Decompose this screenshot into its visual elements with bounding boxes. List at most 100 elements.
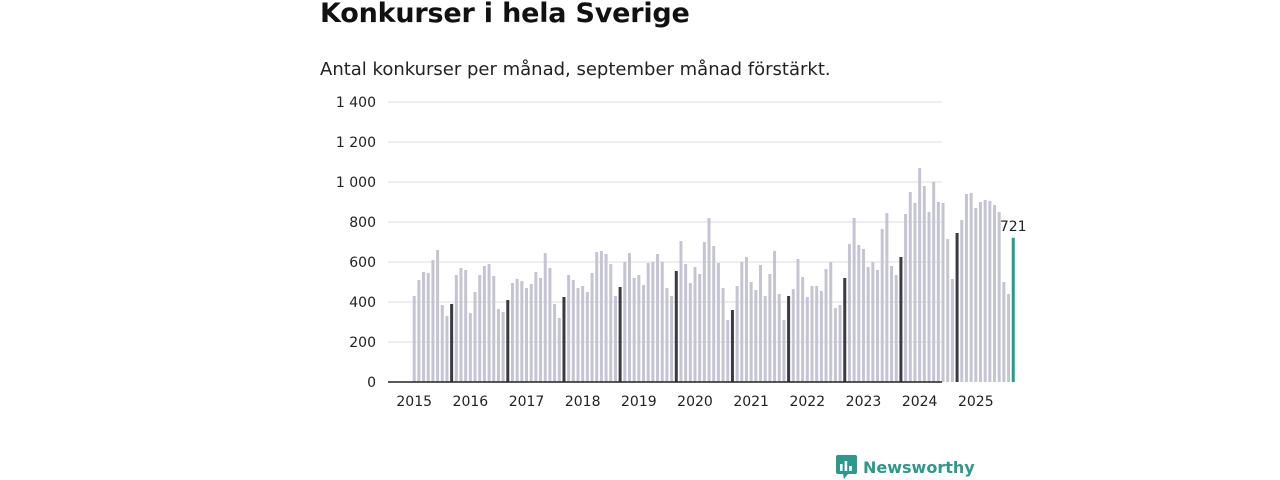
- x-tick-label: 2015: [396, 394, 432, 410]
- bar: [487, 264, 491, 382]
- bar: [557, 318, 561, 382]
- bar: [590, 273, 594, 382]
- bar: [782, 320, 786, 382]
- bar: [684, 264, 688, 382]
- brand-logo: Newsworthy: [836, 455, 975, 479]
- y-tick-label: 1 400: [336, 95, 376, 111]
- bar: [665, 288, 669, 382]
- bar: [918, 168, 922, 382]
- bar: [759, 265, 763, 382]
- bar: [571, 280, 575, 382]
- bar: [515, 279, 519, 382]
- bar: [613, 296, 617, 382]
- bar: [880, 229, 884, 382]
- bar: [445, 316, 449, 382]
- bar: [604, 254, 608, 382]
- bar: [1007, 294, 1011, 382]
- bar: [679, 241, 683, 382]
- bar-september: [450, 304, 454, 382]
- x-tick-label: 2022: [789, 394, 825, 410]
- x-tick-label: 2017: [509, 394, 545, 410]
- bar: [599, 251, 603, 382]
- bar: [501, 312, 505, 382]
- y-tick-label: 200: [349, 335, 376, 351]
- bar: [819, 291, 823, 382]
- bar: [459, 268, 463, 382]
- latest-value-label: 721: [1000, 219, 1027, 235]
- bar: [791, 289, 795, 382]
- bar: [978, 202, 982, 382]
- bar-september: [618, 287, 622, 382]
- bar: [796, 259, 800, 382]
- bar: [885, 213, 889, 382]
- bar: [581, 286, 585, 382]
- bar: [833, 308, 837, 382]
- bar: [576, 288, 580, 382]
- bar: [431, 260, 435, 382]
- bar: [993, 205, 997, 382]
- bar: [529, 284, 533, 382]
- bar: [997, 212, 1001, 382]
- bar: [913, 203, 917, 382]
- y-tick-label: 400: [349, 295, 376, 311]
- bar: [585, 292, 589, 382]
- bar: [707, 218, 711, 382]
- bar: [922, 186, 926, 382]
- bar: [646, 263, 650, 382]
- bar: [735, 286, 739, 382]
- bar: [454, 275, 458, 382]
- x-tick-label: 2020: [677, 394, 713, 410]
- bar: [422, 272, 426, 382]
- bar: [810, 286, 814, 382]
- x-tick-label: 2018: [565, 394, 601, 410]
- bar: [1002, 282, 1006, 382]
- bar-september: [674, 271, 678, 382]
- bar: [960, 220, 964, 382]
- x-tick-label: 2021: [733, 394, 769, 410]
- bar: [496, 309, 500, 382]
- bar: [876, 270, 880, 382]
- bar: [857, 245, 861, 382]
- bar: [852, 218, 856, 382]
- bar: [861, 249, 865, 382]
- bar: [805, 297, 809, 382]
- page-subtitle: Antal konkurser per månad, september mån…: [320, 59, 831, 80]
- bar: [543, 253, 547, 382]
- bar: [651, 262, 655, 382]
- bar: [866, 267, 870, 382]
- bar: [436, 250, 440, 382]
- bar: [548, 268, 552, 382]
- x-tick-label: 2025: [958, 394, 994, 410]
- bar: [763, 296, 767, 382]
- bar: [969, 193, 973, 382]
- bar: [702, 242, 706, 382]
- bar: [815, 286, 819, 382]
- bar: [726, 320, 730, 382]
- bar: [824, 269, 828, 382]
- bar: [847, 244, 851, 382]
- bar: [595, 252, 599, 382]
- bar: [698, 274, 702, 382]
- bar: [829, 262, 833, 382]
- bar: [482, 266, 486, 382]
- bar: [983, 200, 987, 382]
- bar: [642, 285, 646, 382]
- bar: [904, 214, 908, 382]
- y-tick-label: 1 200: [336, 135, 376, 151]
- page-title: Konkurser i hela Sverige: [320, 0, 690, 29]
- bar: [768, 274, 772, 382]
- bar: [693, 267, 697, 382]
- bar: [492, 276, 496, 382]
- bar-september: [899, 257, 903, 382]
- bar: [417, 280, 421, 382]
- bar: [567, 275, 571, 382]
- bar: [627, 253, 631, 382]
- bar: [754, 290, 758, 382]
- bar: [534, 272, 538, 382]
- bar: [946, 239, 950, 382]
- bar: [637, 275, 641, 382]
- bar: [908, 192, 912, 382]
- bar: [510, 283, 514, 382]
- bar: [656, 254, 660, 382]
